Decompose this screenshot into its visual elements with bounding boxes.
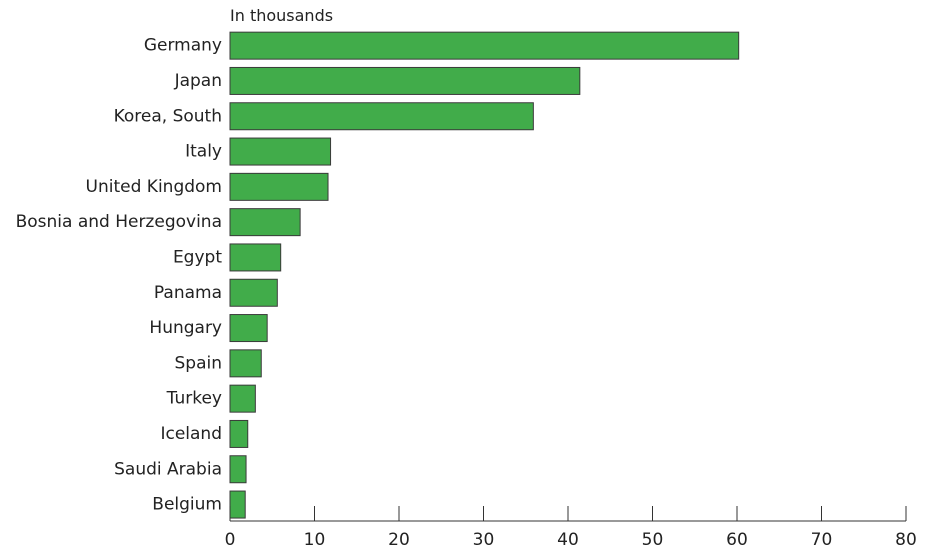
unit-label: In thousands (230, 6, 333, 25)
category-label: Hungary (149, 318, 222, 338)
x-tick-label: 20 (388, 530, 410, 550)
x-tick-label: 0 (225, 530, 236, 550)
category-label: Spain (175, 353, 223, 373)
category-label: Turkey (166, 389, 222, 409)
x-tick-label: 60 (726, 530, 748, 550)
category-label: Saudi Arabia (114, 459, 222, 479)
bar-spain (229, 349, 262, 378)
bar-japan (229, 66, 581, 95)
bar-hungary (229, 314, 268, 343)
bar-germany (229, 31, 740, 60)
category-label: Iceland (160, 424, 222, 444)
bar-italy (229, 137, 332, 166)
category-label: Korea, South (114, 106, 222, 126)
category-label: Belgium (152, 495, 222, 515)
bar-united-kingdom (229, 172, 329, 201)
category-labels: Germany Japan Korea, South Italy United King… (16, 36, 223, 515)
category-label: Germany (144, 36, 222, 56)
category-label: United Kingdom (86, 177, 222, 197)
category-label: Japan (174, 71, 222, 91)
x-tick-label: 50 (642, 530, 664, 550)
bar-turkey (229, 384, 256, 413)
x-tick-label: 10 (304, 530, 326, 550)
bar-iceland (229, 419, 249, 448)
bars-group (229, 31, 740, 519)
category-label: Italy (185, 142, 222, 162)
bar-korea-south (229, 102, 534, 131)
x-tick-label: 40 (557, 530, 579, 550)
x-tick-label: 70 (811, 530, 833, 550)
bar-belgium (229, 490, 246, 519)
x-tick-label: 80 (895, 530, 917, 550)
x-tick-label: 30 (473, 530, 495, 550)
bar-saudi-arabia (229, 455, 247, 484)
category-label: Egypt (173, 247, 222, 267)
category-label: Bosnia and Herzegovina (16, 212, 222, 232)
x-axis-tick-labels: 0 10 20 30 40 50 60 70 80 (225, 530, 917, 550)
x-axis-ticks (229, 506, 907, 521)
bar-panama (229, 278, 278, 307)
bar-bosnia-and-herzegovina (229, 208, 301, 237)
bar-egypt (229, 243, 282, 272)
category-label: Panama (154, 283, 222, 303)
